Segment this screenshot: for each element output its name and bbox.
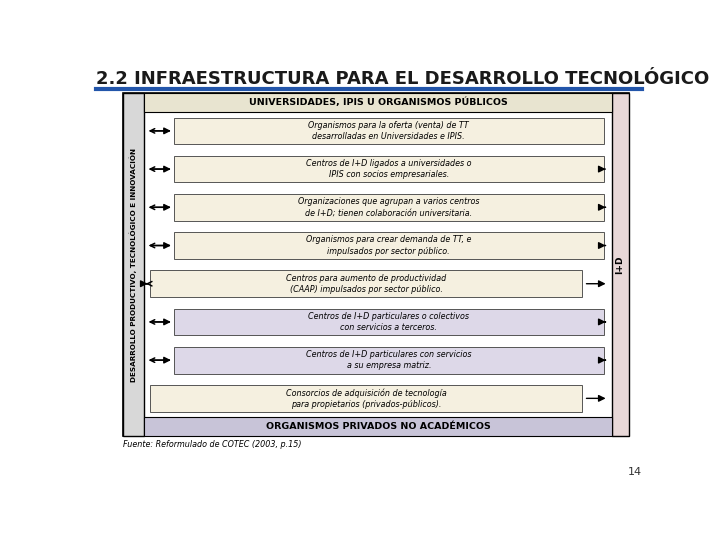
Bar	[174, 347, 604, 374]
Bar	[122, 93, 144, 436]
Text: ORGANISMOS PRIVADOS NO ACADÉMICOS: ORGANISMOS PRIVADOS NO ACADÉMICOS	[266, 422, 490, 431]
Text: Centros de I+D ligados a universidades o
IPIS con socios empresariales.: Centros de I+D ligados a universidades o…	[306, 159, 472, 179]
Text: Organismos para crear demanda de TT, e
impulsados por sector público.: Organismos para crear demanda de TT, e i…	[306, 235, 472, 255]
Text: Fuente: Reformulado de COTEC (2003, p.15): Fuente: Reformulado de COTEC (2003, p.15…	[122, 440, 301, 449]
Text: Centros de I+D particulares o colectivos
con servicios a terceros.: Centros de I+D particulares o colectivos…	[308, 312, 469, 332]
Bar	[144, 417, 611, 436]
Bar	[122, 93, 629, 436]
Bar	[174, 194, 604, 221]
Bar	[144, 93, 611, 112]
Bar	[174, 156, 604, 183]
Text: Centros de I+D particulares con servicios
a su empresa matriz.: Centros de I+D particulares con servicio…	[306, 350, 472, 370]
Text: Consorcios de adquisición de tecnología
para propietarios (privados-públicos).: Consorcios de adquisición de tecnología …	[286, 388, 446, 409]
Bar	[174, 308, 604, 335]
Text: DESARROLLO PRODUCTIVO, TECNOLÓGICO E INNOVACIÓN: DESARROLLO PRODUCTIVO, TECNOLÓGICO E INN…	[130, 147, 137, 382]
Bar	[611, 93, 629, 436]
Text: 14: 14	[628, 467, 642, 477]
Text: UNIVERSIDADES, IPIS U ORGANISMOS PÚBLICOS: UNIVERSIDADES, IPIS U ORGANISMOS PÚBLICO…	[248, 98, 508, 107]
Text: 2.2 INFRAESTRUCTURA PARA EL DESARROLLO TECNOLÓGICO: 2.2 INFRAESTRUCTURA PARA EL DESARROLLO T…	[96, 70, 709, 88]
Bar	[174, 232, 604, 259]
Text: I+D: I+D	[616, 255, 625, 274]
Bar	[150, 385, 582, 411]
Text: Organismos para la oferta (venta) de TT
desarrolladas en Universidades e IPIS.: Organismos para la oferta (venta) de TT …	[308, 121, 469, 141]
Bar	[150, 271, 582, 297]
Text: Organizaciones que agrupan a varios centros
de I+D; tienen colaboración universi: Organizaciones que agrupan a varios cent…	[298, 197, 480, 217]
Text: Centros para aumento de productividad
(CAAP) impulsados por sector público.: Centros para aumento de productividad (C…	[286, 274, 446, 294]
Bar	[174, 118, 604, 144]
